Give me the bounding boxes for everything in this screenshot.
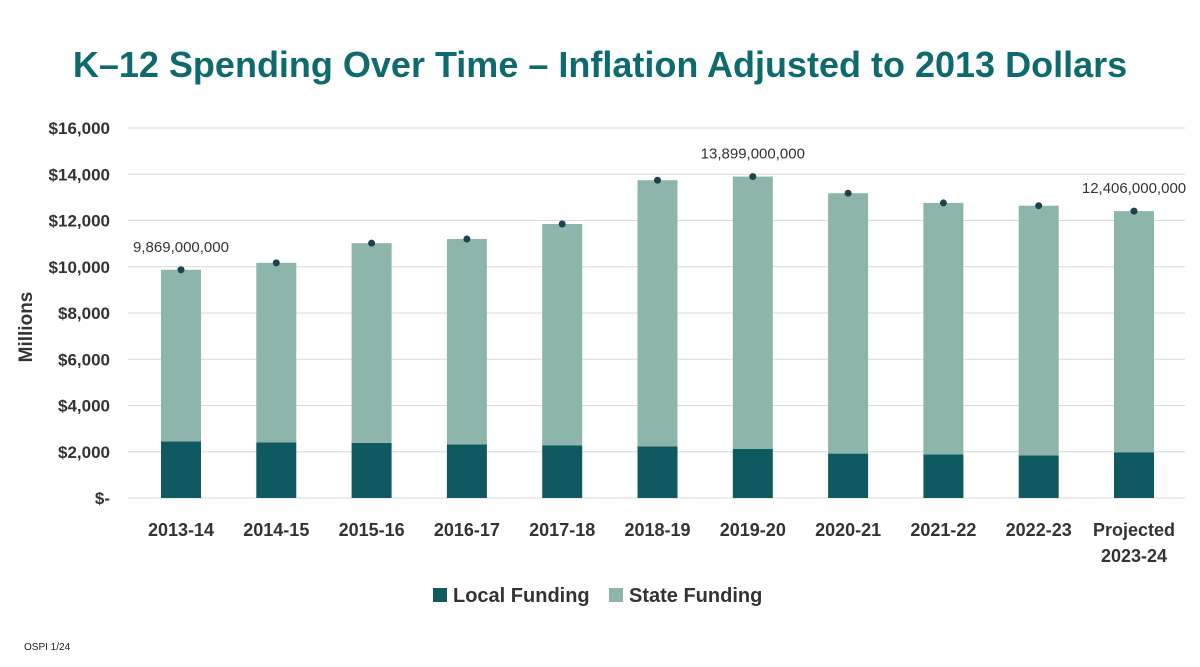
y-tick-label: $10,000 — [49, 258, 110, 277]
total-marker — [368, 239, 376, 247]
legend: Local Funding State Funding — [433, 585, 762, 607]
x-category-label: 2020-21 — [815, 520, 881, 540]
y-tick-label: $12,000 — [49, 212, 110, 231]
total-marker — [1130, 207, 1138, 215]
total-marker — [1035, 202, 1043, 210]
bar-state-funding — [161, 269, 201, 442]
legend-label: State Funding — [629, 585, 762, 607]
total-marker — [272, 259, 280, 267]
bar-local-funding — [446, 444, 487, 498]
bar-state-funding — [256, 262, 297, 443]
legend-swatch — [433, 588, 447, 602]
bar-local-funding — [256, 442, 297, 498]
x-category-label: 2022-23 — [1006, 520, 1072, 540]
bar-state-funding — [351, 243, 392, 443]
bar-local-funding — [351, 442, 392, 498]
total-marker — [939, 199, 947, 207]
total-marker — [654, 176, 661, 184]
bar-state-funding — [828, 193, 869, 454]
data-label: 12,406,000,000 — [1082, 180, 1186, 197]
x-category-label: 2016-17 — [434, 520, 500, 540]
data-label: 9,869,000,000 — [133, 239, 229, 256]
bar-state-funding — [732, 176, 773, 449]
legend-swatch — [609, 588, 623, 602]
y-tick-label: $- — [95, 489, 110, 508]
data-label: 13,899,000,000 — [701, 146, 805, 163]
x-category-label: 2015-16 — [339, 520, 405, 540]
legend-label: Local Funding — [453, 585, 590, 607]
bar-state-funding — [1018, 205, 1059, 456]
total-marker — [558, 220, 566, 228]
bars — [161, 176, 1154, 498]
y-axis-ticks: $- $2,000 $4,000 $6,000 $8,000 $10,000 $12,000… — [49, 119, 110, 508]
x-category-label: 2018-19 — [624, 520, 690, 540]
bar-local-funding — [923, 454, 964, 498]
bar-state-funding — [923, 202, 964, 455]
total-markers — [177, 173, 1138, 274]
y-tick-label: $14,000 — [49, 165, 110, 184]
x-category-label: 2014-15 — [243, 520, 309, 540]
bar-state-funding — [446, 239, 487, 445]
y-tick-label: $6,000 — [58, 350, 110, 369]
total-marker — [749, 173, 757, 181]
bar-local-funding — [732, 448, 773, 498]
bar-local-funding — [542, 445, 583, 498]
bar-state-funding — [1114, 211, 1154, 453]
y-tick-label: $2,000 — [58, 443, 110, 462]
chart-title: K–12 Spending Over Time – Inflation Adju… — [72, 44, 1128, 85]
total-marker — [844, 189, 852, 197]
x-category-label: Projected — [1093, 520, 1175, 540]
x-category-label: 2013-14 — [148, 520, 214, 540]
bar-local-funding — [828, 453, 869, 498]
total-marker — [463, 235, 471, 243]
bar-state-funding — [542, 223, 583, 446]
bar-local-funding — [1114, 452, 1154, 498]
y-axis-label: Millions — [16, 292, 37, 363]
y-tick-label: $8,000 — [58, 304, 110, 323]
bar-local-funding — [637, 446, 678, 498]
x-category-label: 2021-22 — [910, 520, 976, 540]
y-tick-label: $4,000 — [58, 397, 110, 416]
source-footnote: OSPI 1/24 — [24, 642, 71, 653]
data-labels: 9,869,000,000 13,899,000,000 12,406,000,00… — [133, 146, 1186, 256]
x-category-label: 2019-20 — [720, 520, 786, 540]
bar-local-funding — [1018, 455, 1059, 498]
bar-local-funding — [161, 441, 201, 498]
x-category-label: 2023-24 — [1101, 546, 1167, 566]
total-marker — [177, 266, 185, 274]
y-tick-label: $16,000 — [49, 119, 110, 138]
bar-state-funding — [637, 180, 678, 447]
x-axis-categories: 2013-14 2014-15 2015-16 2016-17 2017-18 2018-… — [148, 520, 1175, 566]
x-category-label: 2017-18 — [529, 520, 595, 540]
